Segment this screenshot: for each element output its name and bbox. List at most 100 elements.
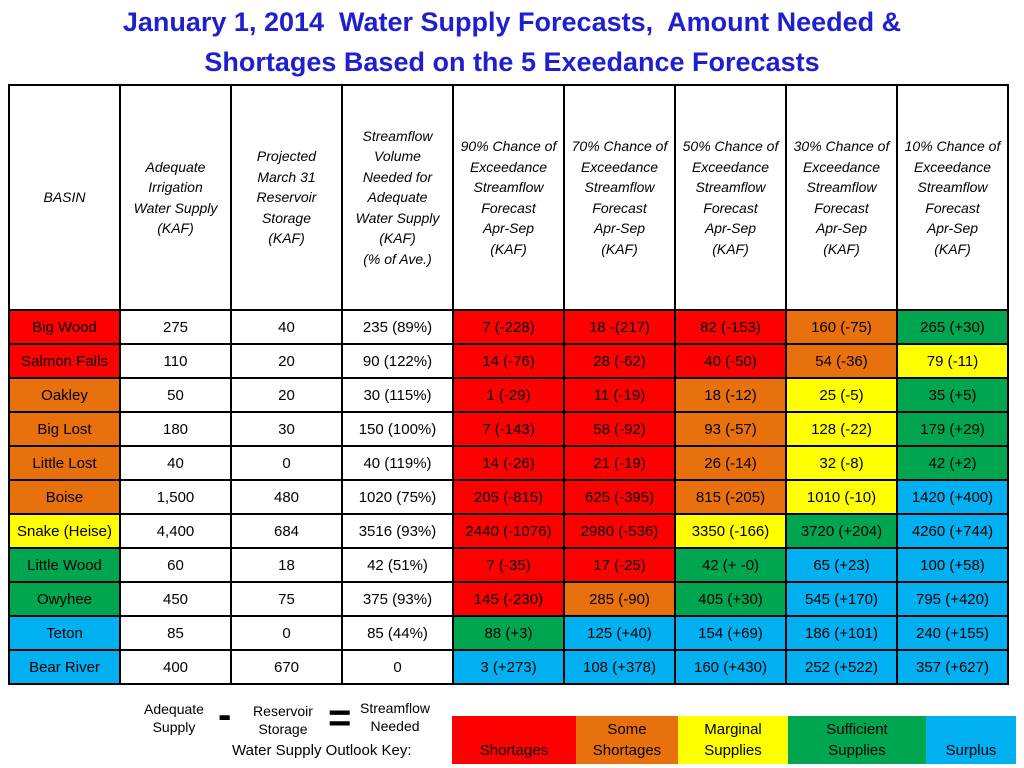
reservoir-storage-cell: 20 [230,377,343,413]
equation-term1-line1: Adequate [144,701,204,717]
streamflow-needed-cell: 85 (44%) [341,615,454,651]
forecast-cell: 205 (-815) [452,479,565,515]
basin-cell: Big Wood [8,309,121,345]
column-header-8: 10% Chance of Exceedance Streamflow Forecas… [896,84,1009,311]
forecast-cell: 265 (+30) [896,309,1009,345]
column-header-line: Exceedance [691,158,770,175]
table-header-row: BASIN Adequate Irrigation Water Supply (KAF)… [8,84,1009,311]
forecast-cell: 58 (-92) [563,411,676,447]
table-row: Boise 1,500 480 1020 (75%) 205 (-815) 625 (-3… [8,479,1009,515]
reservoir-storage-cell: 0 [230,445,343,481]
streamflow-needed-cell: 42 (51%) [341,547,454,583]
column-header-line: (KAF) [268,230,305,247]
forecast-cell: 154 (+69) [674,615,787,651]
forecast-cell: 11 (-19) [563,377,676,413]
forecast-cell: 815 (-205) [674,479,787,515]
streamflow-needed-cell: 375 (93%) [341,581,454,617]
equation-term1-line2: Supply [152,719,196,735]
forecast-cell: 93 (-57) [674,411,787,447]
title-line-2: Shortages Based on the 5 Exeedance Forec… [204,47,820,77]
reservoir-storage-cell: 40 [230,309,343,345]
key-item: Marginal Supplies [678,716,788,764]
forecast-cell: 405 (+30) [674,581,787,617]
column-header-line: (KAF) [157,220,194,236]
forecast-cell: 3 (+273) [452,649,565,685]
adequate-supply-cell: 50 [119,377,232,413]
table-row: Big Lost 180 30 150 (100%) 7 (-143) 58 (-92) 9… [8,411,1009,447]
column-header-line: Forecast [814,199,869,216]
key-item: Sufficient Supplies [788,716,926,764]
forecast-cell: 17 (-25) [563,547,676,583]
key-item: Surplus [926,716,1016,764]
table-body: Big Wood 275 40 235 (89%) 7 (-228) 18 -(217) 8… [8,309,1009,685]
column-header-line: Adequate [367,189,428,206]
column-header-line: Water Supply [355,209,440,226]
forecast-cell: 1420 (+400) [896,479,1009,515]
column-header-line: Apr-Sep [926,220,979,236]
table-row: Teton 85 0 85 (44%) 88 (+3) 125 (+40) 154 (+69… [8,615,1009,651]
key-label: Water Supply Outlook Key: [232,742,412,759]
column-header-line: 50% Chance of [682,138,779,154]
column-header-line: Apr-Sep [593,220,646,236]
column-header-2: Projected March 31 Reservoir Storage (KAF) [230,84,343,311]
column-header-line: (KAF) [490,240,527,257]
forecast-cell: 14 (-26) [452,445,565,481]
forecast-cell: 240 (+155) [896,615,1009,651]
reservoir-storage-cell: 0 [230,615,343,651]
equation-term3-line1: Streamflow [359,700,431,716]
table-row: Little Wood 60 18 42 (51%) 7 (-35) 17 (-25) 42… [8,547,1009,583]
column-header-line: BASIN [43,189,86,206]
forecast-cell: 179 (+29) [896,411,1009,447]
column-header-line: Exceedance [802,158,881,175]
forecast-cell: 1010 (-10) [785,479,898,515]
reservoir-storage-cell: 20 [230,343,343,379]
key-item-label: Shortages [479,742,549,759]
column-header-line: Exceedance [469,158,548,175]
forecast-cell: 7 (-35) [452,547,565,583]
forecast-cell: 357 (+627) [896,649,1009,685]
column-header-line: Forecast [481,199,536,216]
forecast-cell: 128 (-22) [785,411,898,447]
table-row: Owyhee 450 75 375 (93%) 145 (-230) 285 (-90) 4… [8,581,1009,617]
forecast-cell: 1 (-29) [452,377,565,413]
table-row: Little Lost 40 0 40 (119%) 14 (-26) 21 (-19) 2… [8,445,1009,481]
column-header-line: (KAF) [379,230,416,247]
column-header-0: BASIN [8,84,121,311]
column-header-6: 50% Chance of Exceedance Streamflow Forecas… [674,84,787,311]
column-header-line: (KAF) [934,240,971,257]
streamflow-needed-cell: 1020 (75%) [341,479,454,515]
forecast-cell: 145 (-230) [452,581,565,617]
column-header-line: Forecast [925,199,980,216]
forecast-cell: 7 (-143) [452,411,565,447]
streamflow-needed-cell: 90 (122%) [341,343,454,379]
column-header-line: Reservoir [256,189,317,206]
column-header-line: Forecast [592,199,647,216]
column-header-line: (KAF) [823,240,860,257]
key-item-label: Some [607,721,647,738]
reservoir-storage-cell: 684 [230,513,343,549]
key-item-label: Shortages [592,742,662,759]
forecast-cell: 28 (-62) [563,343,676,379]
forecast-cell: 88 (+3) [452,615,565,651]
table-row: Snake (Heise) 4,400 684 3516 (93%) 2440 (-10… [8,513,1009,549]
key-item-label: Supplies [828,742,886,759]
forecast-cell: 14 (-76) [452,343,565,379]
key-item-label: Sufficient [826,721,888,738]
table-row: Big Wood 275 40 235 (89%) 7 (-228) 18 -(217) 8… [8,309,1009,345]
column-header-line: Volume [374,148,421,165]
minus-sign: - [218,693,232,737]
key-item-label: Marginal [704,721,762,738]
forecast-cell: 545 (+170) [785,581,898,617]
forecast-cell: 625 (-395) [563,479,676,515]
forecast-cell: 32 (-8) [785,445,898,481]
adequate-supply-cell: 85 [119,615,232,651]
key-item-label: Supplies [704,742,762,759]
basin-cell: Boise [8,479,121,515]
forecast-cell: 795 (+420) [896,581,1009,617]
equation-adequate-supply: Adequate Supply [128,700,220,736]
forecast-cell: 21 (-19) [563,445,676,481]
column-header-line: (% of Ave.) [363,250,432,267]
adequate-supply-cell: 110 [119,343,232,379]
key-item: Shortages [452,716,576,764]
adequate-supply-cell: 40 [119,445,232,481]
